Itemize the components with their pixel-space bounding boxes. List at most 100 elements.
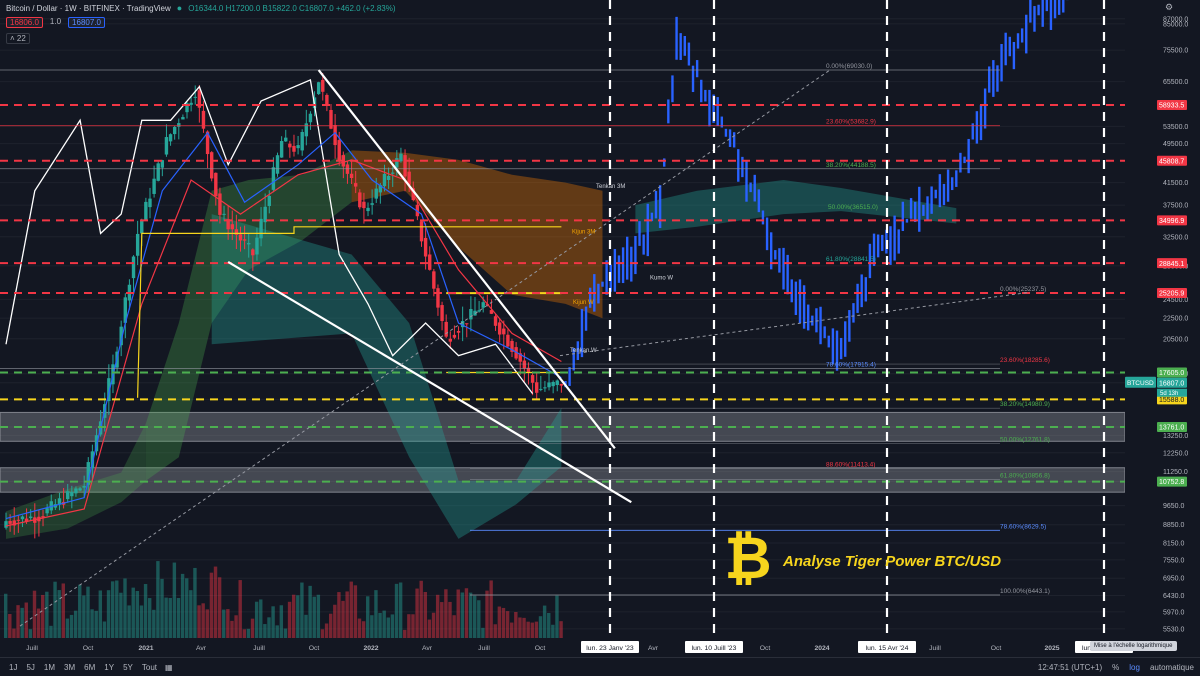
- settings-gear-icon[interactable]: ⚙: [1165, 3, 1173, 13]
- volume-bar: [472, 595, 477, 638]
- clock[interactable]: 12:47:51 (UTC+1): [1037, 662, 1103, 672]
- volume-bar: [423, 591, 428, 638]
- candle: [90, 451, 95, 469]
- trendline[interactable]: [227, 261, 632, 504]
- volume-bar: [24, 602, 28, 638]
- range-button-tout[interactable]: Tout: [141, 662, 157, 672]
- price-label[interactable]: 45808.7: [1159, 158, 1184, 165]
- candle: [20, 516, 25, 520]
- volume-bar: [217, 577, 222, 638]
- time-tick[interactable]: Oct: [760, 645, 771, 652]
- volume-bar: [411, 614, 415, 638]
- time-tick[interactable]: 2022: [363, 645, 378, 652]
- volume-bar: [271, 606, 275, 638]
- time-tick[interactable]: Oct: [535, 645, 546, 652]
- candle: [477, 310, 481, 312]
- price-tick: 6950.0: [1163, 576, 1185, 583]
- time-tick[interactable]: 2024: [814, 645, 829, 652]
- candle: [547, 382, 551, 388]
- volume-bar: [304, 614, 308, 638]
- indicator-label: Tenkan W: [570, 348, 597, 354]
- time-tick[interactable]: Juill: [26, 645, 38, 652]
- time-tick[interactable]: lun. 15 Avr '24: [866, 645, 909, 652]
- volume-bar: [61, 583, 65, 638]
- range-button-1m[interactable]: 1M: [43, 662, 56, 672]
- candle: [353, 183, 358, 187]
- time-tick[interactable]: lun. 10 Juill '23: [692, 645, 737, 652]
- volume-bar: [427, 619, 432, 638]
- symbol-tag[interactable]: BTCUSD: [1127, 380, 1154, 387]
- price-label[interactable]: 58933.5: [1159, 103, 1184, 110]
- price-label[interactable]: 16807.0: [1159, 380, 1184, 387]
- time-tick[interactable]: Juill: [929, 645, 941, 652]
- candle: [57, 498, 62, 505]
- trendline[interactable]: [317, 69, 616, 449]
- auto-toggle[interactable]: automatique: [1149, 662, 1194, 672]
- range-button-1y[interactable]: 1Y: [104, 662, 115, 672]
- price-label-bg: [1157, 100, 1187, 111]
- ask-price[interactable]: 16807.0: [68, 17, 105, 28]
- price-label[interactable]: 17605.0: [1159, 370, 1184, 377]
- volume-bar: [300, 582, 304, 638]
- time-tick[interactable]: Avr: [648, 645, 659, 652]
- time-tick[interactable]: Juill: [478, 645, 490, 652]
- candle: [28, 516, 33, 518]
- log-toggle[interactable]: log: [1129, 662, 1140, 672]
- candle: [551, 381, 555, 387]
- price-label[interactable]: 13761.0: [1159, 425, 1184, 432]
- ma-red: [5, 159, 562, 527]
- time-tick[interactable]: Avr: [196, 645, 207, 652]
- time-tick[interactable]: lun. 23 Janv '23: [586, 645, 634, 652]
- time-axis-bg: [0, 640, 1125, 657]
- volume-bar: [296, 595, 300, 638]
- price-label[interactable]: 28845.1: [1159, 261, 1184, 268]
- volume-bar: [328, 613, 333, 638]
- time-tick[interactable]: Oct: [309, 645, 320, 652]
- candle: [403, 155, 407, 177]
- candle: [242, 239, 247, 241]
- time-tick[interactable]: 2025: [1044, 645, 1059, 652]
- volume-bar: [497, 606, 502, 638]
- price-label[interactable]: 10752.8: [1159, 479, 1184, 486]
- volume-bar: [82, 595, 86, 638]
- volume-bar: [156, 561, 160, 638]
- candle: [234, 229, 239, 235]
- candle: [24, 518, 29, 522]
- trendlines[interactable]: [19, 69, 1031, 627]
- range-button-1j[interactable]: 1J: [9, 662, 18, 672]
- range-button-3m[interactable]: 3M: [64, 662, 76, 672]
- indicator-toggle[interactable]: ˄ 22: [6, 33, 30, 44]
- range-button-6m[interactable]: 6M: [84, 662, 96, 672]
- volume-bar: [316, 594, 321, 638]
- time-tick[interactable]: Avr: [422, 645, 433, 652]
- volume-bar: [106, 590, 111, 638]
- price-label[interactable]: 15588.0: [1159, 397, 1184, 404]
- percent-toggle[interactable]: %: [1112, 662, 1120, 672]
- volume-bar: [8, 614, 12, 638]
- candle: [144, 201, 148, 221]
- time-tick[interactable]: Oct: [991, 645, 1002, 652]
- candle: [456, 331, 461, 333]
- range-button-5j[interactable]: 5J: [26, 662, 35, 672]
- candle: [160, 160, 165, 168]
- bid-price[interactable]: 16806.0: [6, 17, 43, 28]
- candle: [325, 94, 329, 105]
- price-label[interactable]: 34996.9: [1159, 218, 1184, 225]
- range-button-5y[interactable]: 5Y: [123, 662, 133, 672]
- time-tick[interactable]: Oct: [83, 645, 94, 652]
- candle: [123, 297, 128, 323]
- time-tick[interactable]: Juill: [253, 645, 265, 652]
- time-tick[interactable]: 2021: [138, 645, 153, 652]
- volume-bar: [185, 578, 189, 638]
- candle: [131, 256, 136, 279]
- time-axis[interactable]: Juill Oct 2021 Avr Juill Oct 2022 Avr Juill Oct lu…: [0, 640, 1133, 657]
- calendar-icon[interactable]: ▦: [165, 662, 173, 672]
- price-label[interactable]: 25205.9: [1159, 291, 1184, 298]
- svg-text:₿: ₿: [726, 528, 770, 586]
- horizontal-levels: [0, 69, 1125, 596]
- fib-label: 23.60%(53682.9): [826, 119, 876, 126]
- price-tick: 7550.0: [1163, 557, 1185, 564]
- volume-bar: [547, 613, 551, 638]
